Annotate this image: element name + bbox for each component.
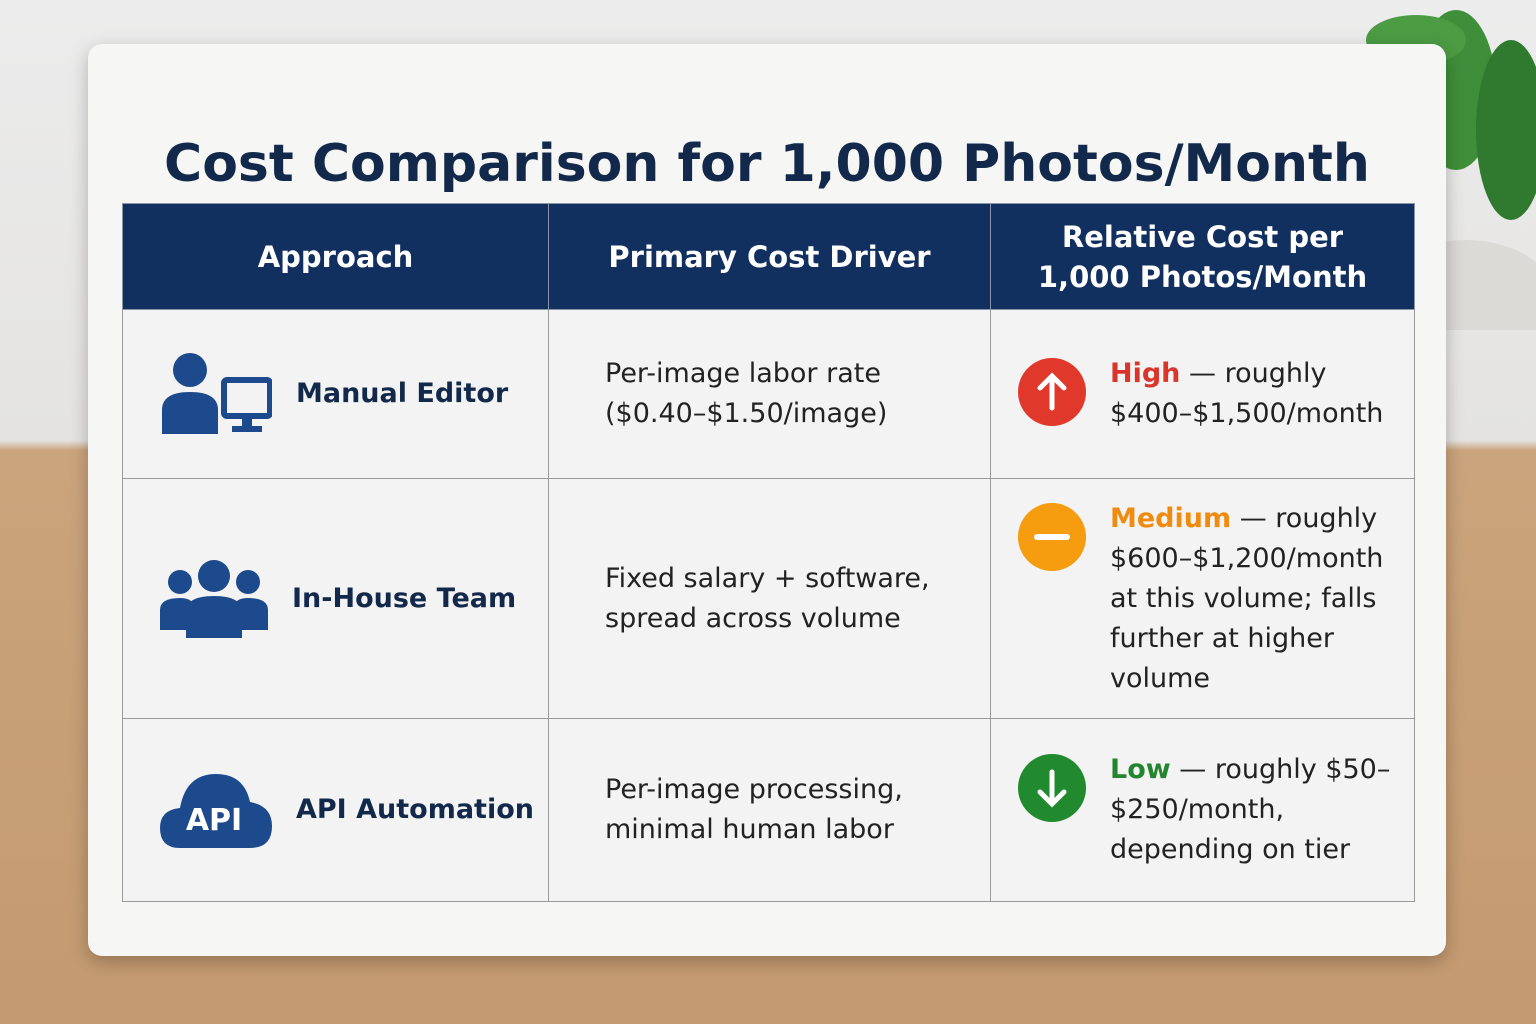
driver-cell: Per-image processing, minimal human labo…: [548, 718, 991, 902]
cost-cell: Medium — roughly $600–$1,200/month at th…: [990, 478, 1415, 719]
low-icon: [1018, 754, 1086, 822]
title: Cost Comparison for 1,000 Photos/Month: [164, 134, 1370, 194]
header-row: Approach Primary Cost Driver Relative Co…: [122, 203, 1415, 310]
approach-label: API Automation: [296, 794, 534, 825]
driver-cell: Per-image labor rate ($0.40–$1.50/image): [548, 309, 991, 479]
high-icon: [1018, 358, 1086, 426]
approach-cell: Manual Editor: [122, 309, 549, 479]
api-icon: API: [160, 774, 272, 848]
column-header: Primary Cost Driver: [548, 203, 991, 310]
cost-level: High: [1110, 358, 1181, 389]
cost-text: — roughly $400–$1,500/month: [1110, 358, 1384, 429]
cost-level: Medium: [1110, 502, 1232, 534]
approach-label: In-House Team: [292, 582, 517, 614]
approach-cell: In-House Team: [122, 478, 549, 719]
column-header: Approach: [122, 203, 549, 310]
comparison-table: Approach Primary Cost Driver Relative Co…: [122, 203, 1415, 902]
approach-cell: API API Automation: [122, 718, 549, 902]
cost-cell: High — roughly $400–$1,500/month: [990, 309, 1415, 479]
row: Manual Editor Per-image labor rate ($0.4…: [122, 309, 1415, 479]
card: Cost Comparison for 1,000 Photos/Month A…: [88, 44, 1446, 956]
cost-text: — roughly $600–$1,200/month at this volu…: [1110, 502, 1384, 694]
team-icon: [160, 559, 268, 638]
approach-label: Manual Editor: [296, 378, 509, 409]
api-icon-label: API: [186, 803, 242, 838]
column-header: Relative Cost per 1,000 Photos/Month: [990, 203, 1415, 310]
cost-cell: Low — roughly $50–$250/month, depending …: [990, 718, 1415, 902]
medium-icon: [1018, 502, 1086, 571]
editor-icon: [162, 353, 272, 434]
cost-level: Low: [1110, 754, 1171, 785]
row: In-House Team Fixed salary + software, s…: [122, 478, 1415, 719]
driver-cell: Fixed salary + software, spread across v…: [548, 478, 991, 719]
row: API API Automation Per-image processing,…: [122, 718, 1415, 902]
cost-text: — roughly $50–$250/month, depending on t…: [1110, 754, 1391, 865]
